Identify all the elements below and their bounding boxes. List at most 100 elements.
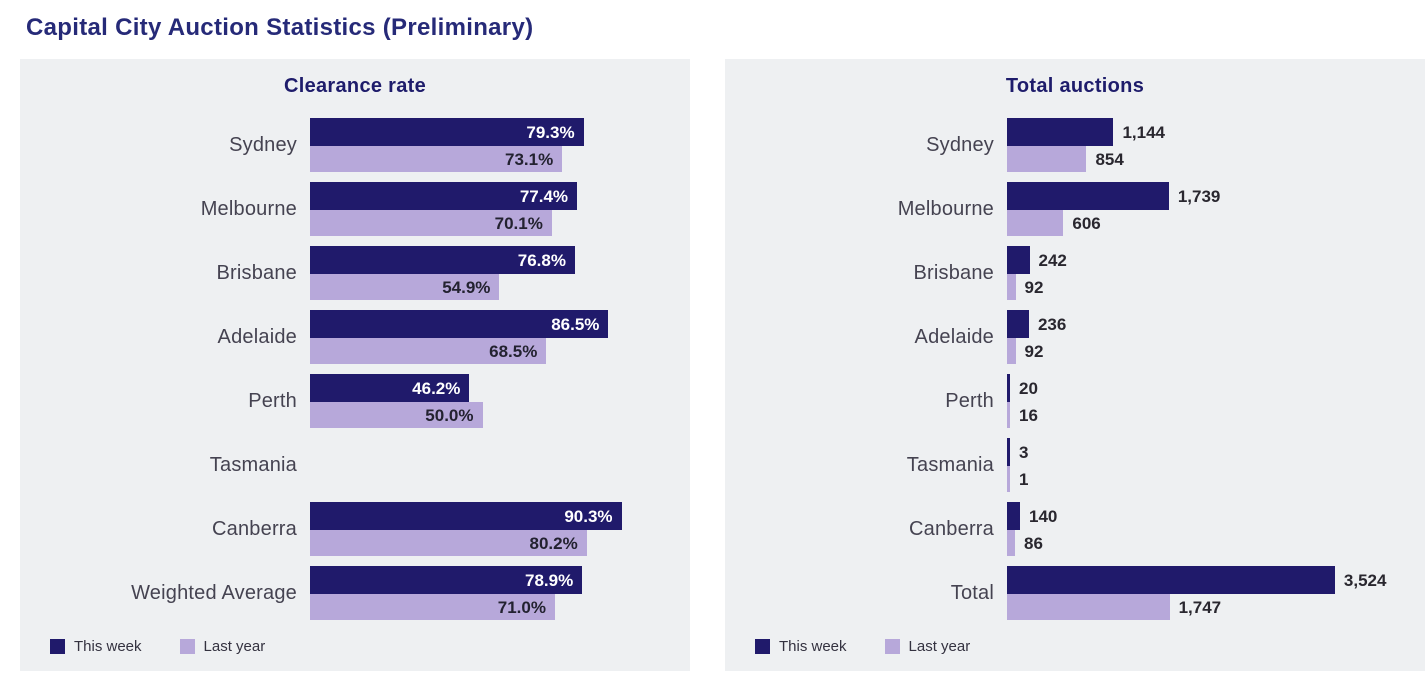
charts-container: Clearance rate Sydney 79.3% 73.1% Melbourne…: [20, 59, 1427, 671]
this-week-bar: 86.5%: [310, 310, 609, 338]
last-year-swatch-icon: [884, 639, 900, 654]
chart-row: Perth 46.2% 50.0%: [20, 374, 690, 428]
chart-row: Melbourne 1,739 606: [725, 182, 1425, 236]
last-year-bar: [1007, 530, 1015, 556]
this-week-value: 76.8%: [517, 250, 566, 270]
bar-area: 78.9% 71.0%: [310, 566, 655, 620]
this-week-bar-line: 3: [1007, 438, 1342, 466]
category-label: Brisbane: [913, 261, 994, 284]
this-week-bar-line: 76.8%: [310, 246, 655, 274]
this-week-bar: 46.2%: [310, 374, 470, 402]
this-week-bar-line: 20: [1007, 374, 1342, 402]
this-week-bar: 76.8%: [310, 246, 575, 274]
legend-item-last-year: Last year: [884, 638, 970, 655]
this-week-bar: [1007, 182, 1169, 210]
category-label: Sydney: [926, 133, 994, 156]
last-year-bar-line: 50.0%: [310, 402, 655, 428]
bar-area: 140 86: [1007, 502, 1342, 556]
chart-row: Brisbane 76.8% 54.9%: [20, 246, 690, 300]
this-week-bar: [1007, 374, 1010, 402]
last-year-bar-line: 1: [1007, 466, 1342, 492]
this-week-value: 3: [1019, 442, 1029, 462]
category-label: Perth: [945, 389, 994, 412]
last-year-value: 80.2%: [529, 533, 578, 553]
chart-row: Melbourne 77.4% 70.1%: [20, 182, 690, 236]
chart-row: Adelaide 236 92: [725, 310, 1425, 364]
last-year-bar-line: 92: [1007, 274, 1342, 300]
last-year-value: 606: [1072, 213, 1101, 233]
this-week-value: 20: [1019, 378, 1038, 398]
this-week-bar-line: 86.5%: [310, 310, 655, 338]
category-label: Canberra: [909, 517, 994, 540]
this-week-bar-line: 3,524: [1007, 566, 1386, 594]
page-title: Capital City Auction Statistics (Prelimi…: [26, 14, 534, 41]
this-week-bar: [1007, 118, 1114, 146]
bar-area: 86.5% 68.5%: [310, 310, 655, 364]
last-year-bar-line: 86: [1007, 530, 1342, 556]
total-auctions-title: Total auctions: [1005, 75, 1145, 97]
this-week-value: 140: [1029, 506, 1058, 526]
bar-area: 236 92: [1007, 310, 1342, 364]
this-week-bar-line: 236: [1007, 310, 1342, 338]
bar-area: 77.4% 70.1%: [310, 182, 655, 236]
last-year-bar: 50.0%: [310, 402, 483, 428]
last-year-value: 92: [1024, 341, 1044, 361]
last-year-bar-line: 1,747: [1007, 594, 1342, 620]
last-year-bar: 73.1%: [310, 146, 563, 172]
category-label: Adelaide: [217, 325, 297, 348]
last-year-bar-line: 606: [1007, 210, 1342, 236]
this-week-value: 46.2%: [412, 378, 461, 398]
this-week-swatch-icon: [50, 639, 65, 654]
bar-area: 90.3% 80.2%: [310, 502, 655, 556]
last-year-bar: [1007, 466, 1010, 492]
bar-area: [310, 438, 655, 492]
last-year-bar-line: 70.1%: [310, 210, 655, 236]
legend-label-this-week: This week: [74, 638, 142, 655]
last-year-bar: 71.0%: [310, 594, 555, 620]
last-year-bar: 80.2%: [310, 530, 587, 556]
chart-row: Canberra 90.3% 80.2%: [20, 502, 690, 556]
last-year-value: 70.1%: [494, 213, 543, 233]
last-year-value: 854: [1095, 149, 1124, 169]
last-year-bar: 68.5%: [310, 338, 547, 364]
chart-row: Tasmania 3 1: [725, 438, 1425, 492]
this-week-bar-line: [310, 438, 655, 466]
this-week-bar: [1007, 438, 1010, 466]
last-year-bar-line: 80.2%: [310, 530, 655, 556]
last-year-bar: [1007, 402, 1010, 428]
last-year-bar: [1007, 146, 1087, 172]
bar-area: 76.8% 54.9%: [310, 246, 655, 300]
this-week-value: 78.9%: [525, 570, 574, 590]
chart-row: Weighted Average 78.9% 71.0%: [20, 566, 690, 620]
chart-row: Brisbane 242 92: [725, 246, 1425, 300]
legend-label-this-week: This week: [779, 638, 847, 655]
last-year-value: 54.9%: [442, 277, 491, 297]
last-year-value: 92: [1024, 277, 1044, 297]
last-year-swatch-icon: [179, 639, 195, 654]
last-year-value: 68.5%: [489, 341, 538, 361]
category-label: Tasmania: [906, 453, 994, 476]
category-label: Brisbane: [216, 261, 297, 284]
this-week-bar: 77.4%: [310, 182, 578, 210]
last-year-bar: 70.1%: [310, 210, 552, 236]
this-week-bar: [1007, 310, 1029, 338]
last-year-bar: [1007, 338, 1016, 364]
this-week-bar-line: 90.3%: [310, 502, 655, 530]
this-week-value: 3,524: [1343, 570, 1387, 590]
last-year-bar-line: 92: [1007, 338, 1342, 364]
this-week-bar: 79.3%: [310, 118, 584, 146]
category-label: Weighted Average: [131, 581, 297, 604]
category-label: Melbourne: [200, 197, 297, 220]
bar-area: 3,524 1,747: [1007, 566, 1386, 620]
bar-area: 79.3% 73.1%: [310, 118, 655, 172]
legend-item-last-year: Last year: [179, 638, 265, 655]
this-week-value: 86.5%: [551, 314, 600, 334]
last-year-bar-line: 68.5%: [310, 338, 655, 364]
this-week-swatch-icon: [755, 639, 770, 654]
chart-row: Sydney 79.3% 73.1%: [20, 118, 690, 172]
chart-row: Canberra 140 86: [725, 502, 1425, 556]
this-week-bar-line: 1,144: [1007, 118, 1342, 146]
last-year-bar-line: 854: [1007, 146, 1342, 172]
